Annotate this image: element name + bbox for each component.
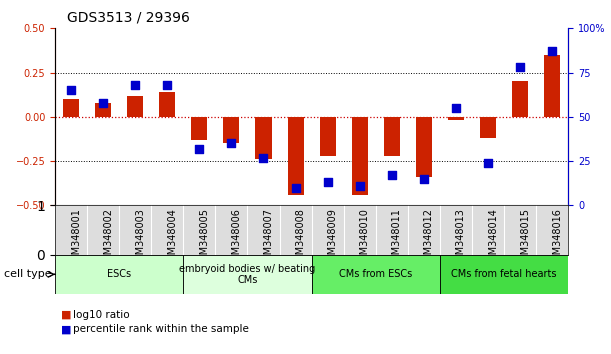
- Bar: [384, 117, 400, 156]
- Text: GSM348012: GSM348012: [424, 208, 434, 267]
- Point: [258, 155, 268, 160]
- Bar: [440, 255, 568, 294]
- Bar: [255, 117, 271, 159]
- Text: GSM348006: GSM348006: [232, 208, 241, 267]
- Bar: [55, 255, 183, 294]
- Text: GSM348016: GSM348016: [552, 208, 562, 267]
- Point: [66, 87, 76, 93]
- Text: cell type: cell type: [4, 269, 52, 279]
- Bar: [224, 117, 240, 143]
- Bar: [448, 117, 464, 120]
- Point: [451, 105, 461, 111]
- Point: [130, 82, 140, 88]
- Bar: [191, 117, 207, 140]
- Bar: [416, 117, 432, 177]
- Point: [98, 100, 108, 105]
- Text: GSM348005: GSM348005: [199, 208, 210, 267]
- Text: GSM348009: GSM348009: [327, 208, 338, 267]
- Point: [483, 160, 493, 166]
- Text: GSM348001: GSM348001: [71, 208, 81, 267]
- Text: ■: ■: [61, 310, 71, 320]
- Bar: [512, 81, 528, 117]
- Bar: [95, 103, 111, 117]
- Point: [291, 185, 301, 190]
- Text: embryoid bodies w/ beating
CMs: embryoid bodies w/ beating CMs: [180, 263, 315, 285]
- Bar: [63, 99, 79, 117]
- Text: GSM348004: GSM348004: [167, 208, 177, 267]
- Point: [194, 146, 204, 152]
- Text: GSM348003: GSM348003: [135, 208, 145, 267]
- Text: GSM348010: GSM348010: [360, 208, 370, 267]
- Text: GSM348014: GSM348014: [488, 208, 498, 267]
- Text: GSM348011: GSM348011: [392, 208, 402, 267]
- Bar: [288, 117, 304, 195]
- Point: [323, 179, 332, 185]
- Point: [227, 141, 236, 146]
- Text: ■: ■: [61, 324, 71, 334]
- Point: [515, 64, 525, 70]
- Bar: [352, 117, 368, 195]
- Point: [419, 176, 429, 182]
- Bar: [480, 117, 496, 138]
- Point: [163, 82, 172, 88]
- Text: GSM348002: GSM348002: [103, 208, 113, 267]
- Point: [387, 172, 397, 178]
- Bar: [183, 255, 312, 294]
- Bar: [544, 55, 560, 117]
- Text: GSM348013: GSM348013: [456, 208, 466, 267]
- Text: GSM348008: GSM348008: [296, 208, 306, 267]
- Text: CMs from ESCs: CMs from ESCs: [339, 269, 412, 279]
- Bar: [159, 92, 175, 117]
- Bar: [320, 117, 335, 156]
- Text: GDS3513 / 29396: GDS3513 / 29396: [67, 11, 190, 25]
- Text: log10 ratio: log10 ratio: [73, 310, 130, 320]
- Text: percentile rank within the sample: percentile rank within the sample: [73, 324, 249, 334]
- Text: CMs from fetal hearts: CMs from fetal hearts: [452, 269, 557, 279]
- Bar: [312, 255, 440, 294]
- Bar: [127, 96, 143, 117]
- Text: GSM348015: GSM348015: [520, 208, 530, 267]
- Point: [355, 183, 365, 189]
- Text: GSM348007: GSM348007: [263, 208, 274, 267]
- Text: ESCs: ESCs: [107, 269, 131, 279]
- Point: [547, 48, 557, 54]
